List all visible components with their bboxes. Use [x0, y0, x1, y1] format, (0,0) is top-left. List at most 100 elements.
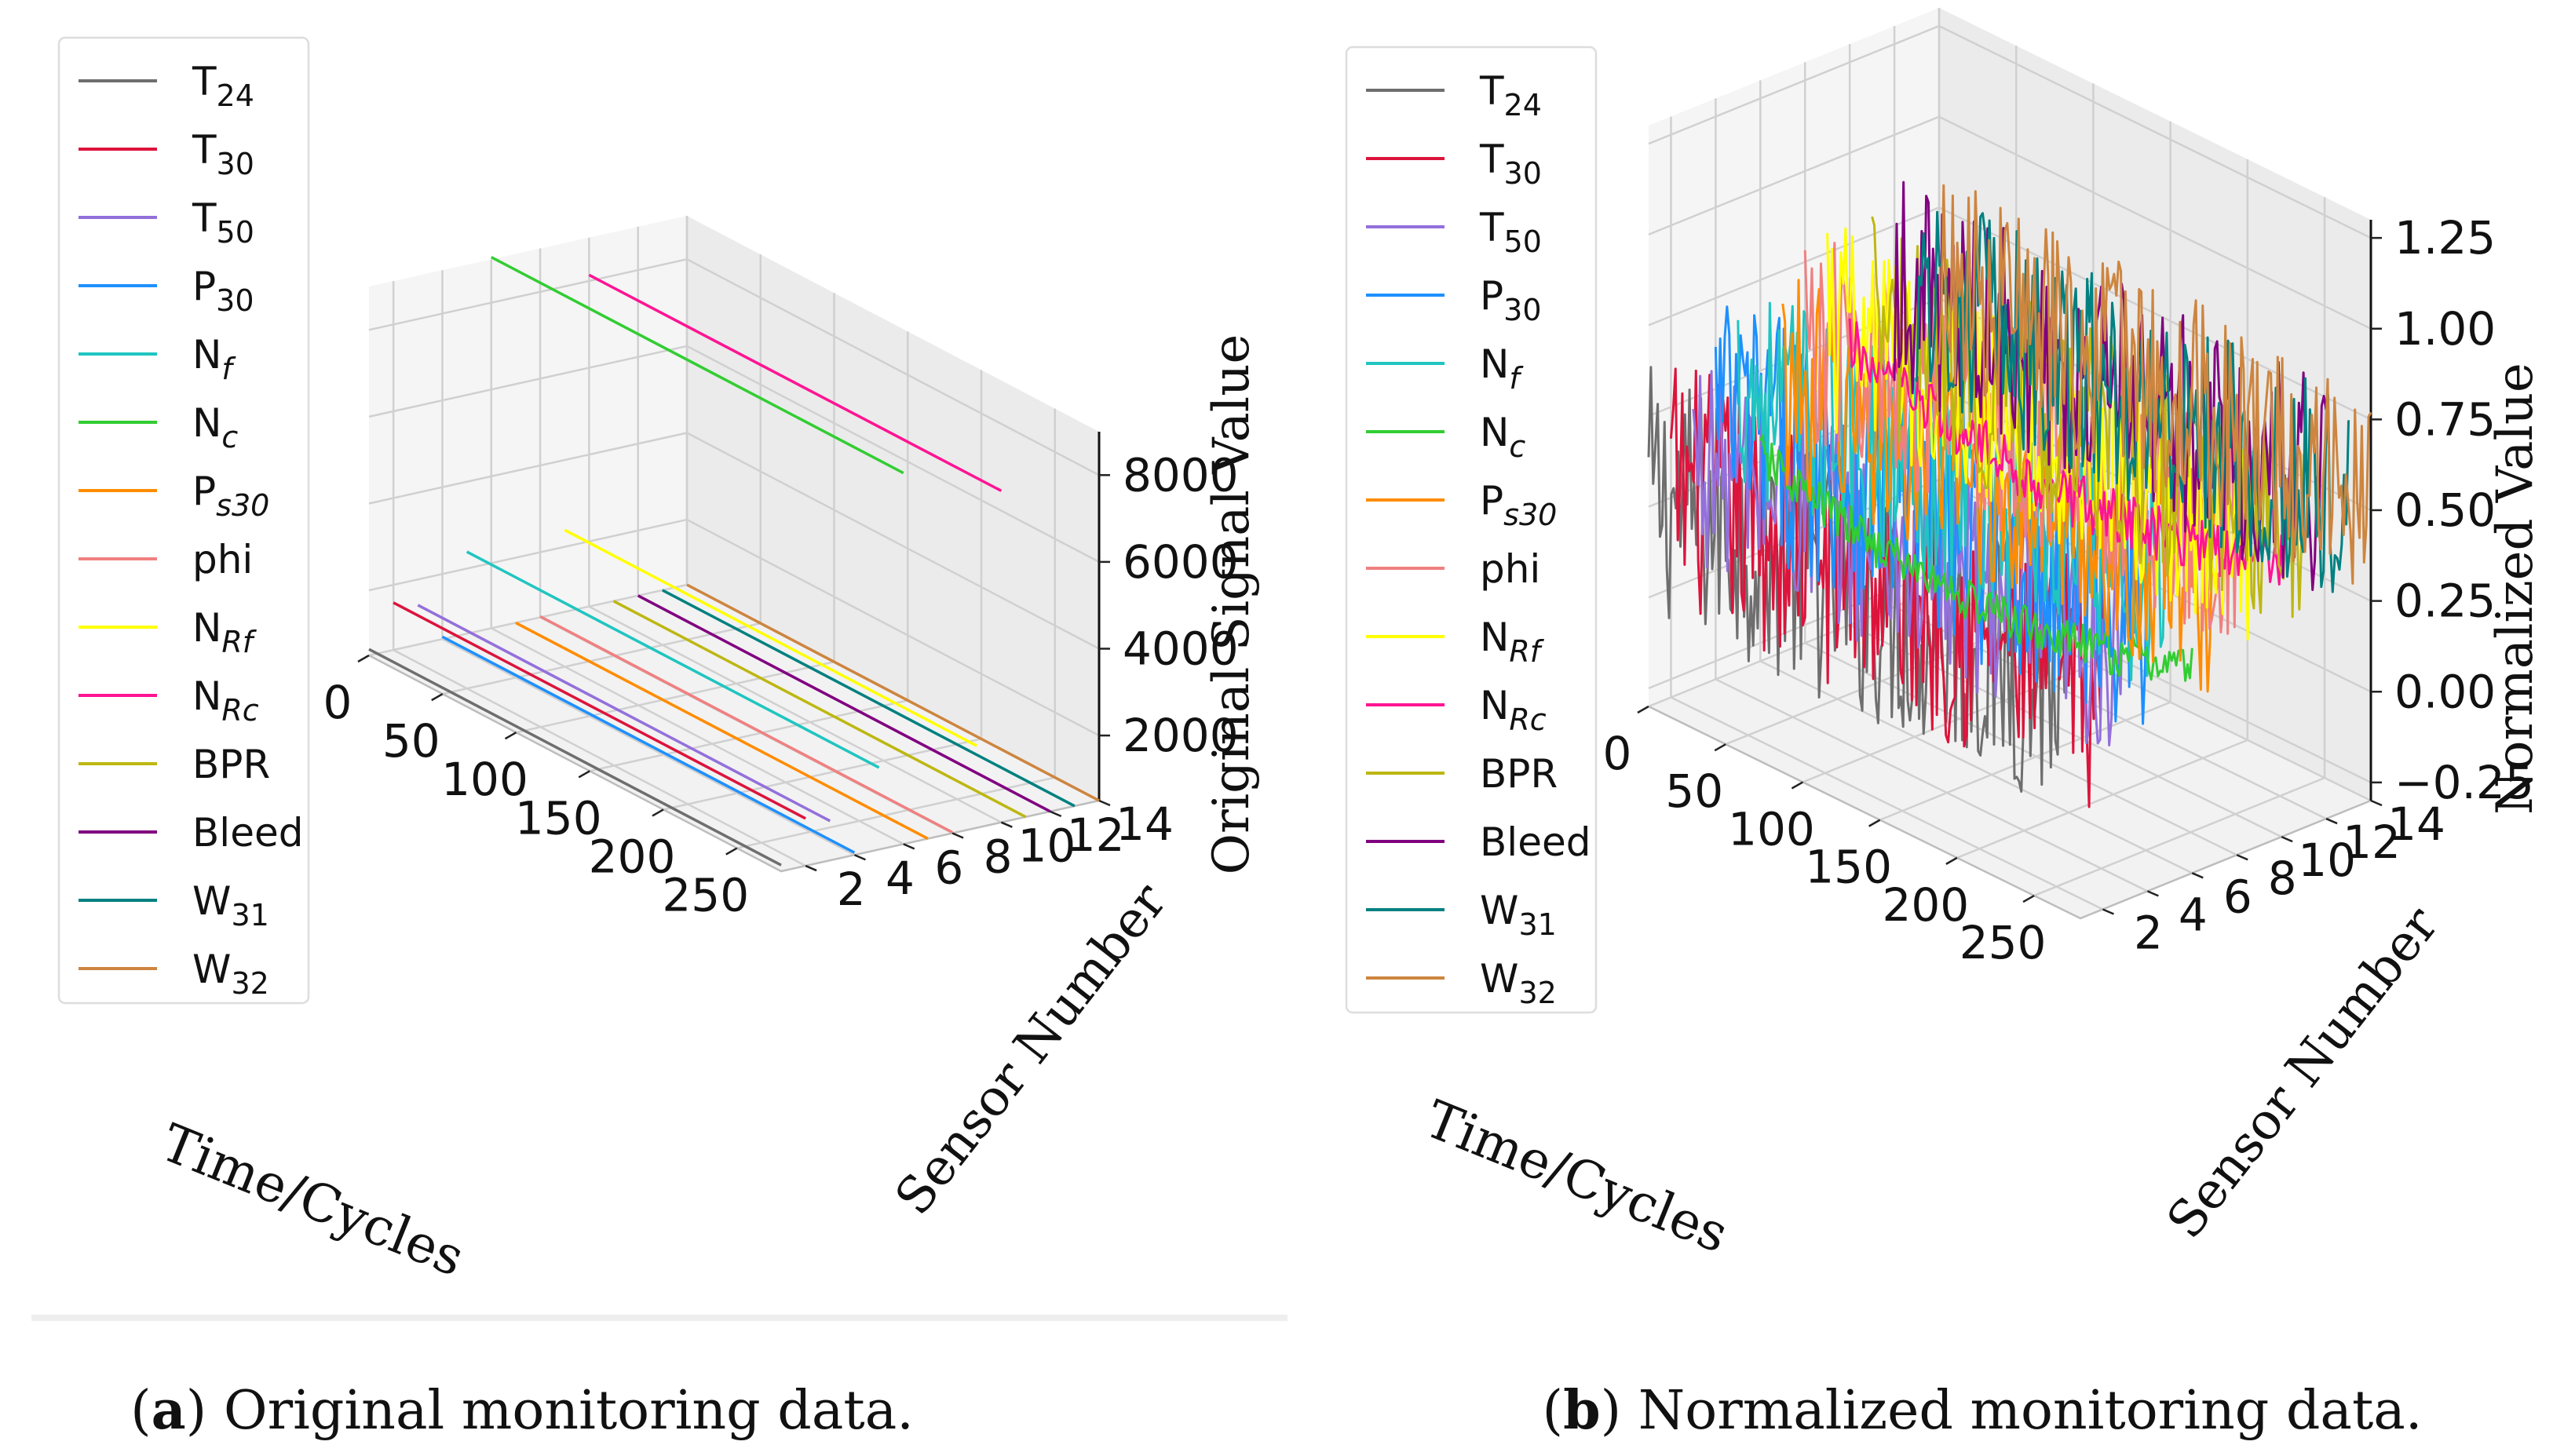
series-line-ps30: [515, 621, 929, 841]
legend-label: phi: [1480, 546, 1540, 592]
grid-line-y: [1670, 116, 2104, 910]
y-tick-mark: [1098, 799, 1111, 807]
x-tick-mark: [357, 654, 370, 663]
legend-base: N: [1480, 410, 1509, 455]
side-pane: [369, 216, 687, 655]
legend-label: T30: [192, 127, 254, 181]
legend-label: Ps30: [1480, 478, 1557, 532]
y-tick-mark: [2325, 817, 2338, 825]
x-tick-label: 250: [1960, 916, 2047, 969]
x-tick-label: 0: [323, 676, 352, 729]
x-tick-mark: [1868, 819, 1881, 827]
y-tick-mark: [2191, 872, 2204, 879]
grid-line-z: [368, 257, 1100, 476]
x-tick-mark: [431, 693, 444, 702]
y-tick-mark: [903, 843, 915, 850]
legend-sub: 50: [1504, 224, 1542, 259]
grid-line-y: [1715, 98, 2148, 892]
grid-line-z: [368, 345, 1100, 563]
z-tick-label: 1.25: [2394, 211, 2496, 265]
legend-label: NRc: [1480, 683, 1547, 737]
legend-label: W31: [1480, 888, 1557, 942]
grid-line-z: [1648, 115, 2372, 330]
grid-line-y: [588, 237, 1002, 823]
legend-label: Bleed: [192, 810, 303, 856]
legend-sub: 30: [1504, 156, 1542, 191]
legend-label: Nc: [1480, 410, 1525, 464]
legend-sub: 30: [1503, 293, 1541, 327]
y-tick-label: 10: [1017, 819, 1076, 873]
z-tick-label: 2000: [1123, 709, 1239, 762]
grid-line-z: [1648, 24, 2372, 239]
caption-label: b: [1563, 1379, 1601, 1442]
z-tick-label: 0.25: [2394, 575, 2496, 628]
x-tick-mark: [2022, 894, 2035, 903]
legend-label: W32: [1480, 956, 1557, 1010]
legend-base: Bleed: [1480, 819, 1591, 865]
axes-panes: [369, 216, 1099, 871]
legend-label: NRc: [192, 673, 259, 728]
z-tick-label: 1.00: [2394, 302, 2496, 356]
series-line-bleed: [637, 594, 1051, 813]
legend-base: BPR: [1480, 751, 1558, 797]
x-tick-label: 50: [1665, 764, 1723, 818]
legend-sub: s30: [216, 488, 269, 523]
caption-text: Original monitoring data.: [224, 1380, 914, 1442]
legend-label: T24: [1479, 68, 1542, 122]
y-tick-label: 8: [2268, 852, 2297, 905]
x-tick-label: 200: [1882, 878, 1969, 932]
legend-label: BPR: [192, 742, 270, 787]
legend-base: N: [192, 673, 221, 719]
legend-base: T: [192, 195, 217, 241]
y-tick-label: 4: [2179, 888, 2208, 941]
legend-base: W: [1480, 888, 1518, 933]
series-line-nrf: [564, 528, 978, 747]
x-tick-mark: [652, 808, 664, 817]
y-tick-label: 8: [984, 830, 1013, 884]
x-tick-label: 0: [1603, 727, 1632, 780]
y-tick-label: 12: [1067, 808, 1125, 862]
series-line-bpr: [612, 600, 1027, 819]
legend-base: T: [192, 59, 217, 104]
series-line-t50: [417, 604, 831, 823]
legend-base: phi: [1480, 546, 1540, 592]
legend: T24T30T50P30NfNcPs30phiNRfNRcBPRBleedW31…: [1345, 46, 1598, 1014]
y-tick-label: 2: [2134, 906, 2163, 959]
legend-label: Ps30: [192, 469, 269, 523]
legend-sub: 31: [1518, 907, 1556, 942]
grid-line-z: [368, 432, 1100, 650]
panel-divider: [31, 1315, 1287, 1321]
legend-sub: s30: [1503, 498, 1557, 532]
axis-edge: [368, 654, 1100, 873]
x-tick-mark: [1714, 743, 1726, 752]
legend-base: W: [192, 878, 231, 924]
x-tick-label: 150: [515, 791, 602, 845]
x-tick-label: 200: [589, 830, 676, 883]
y-tick-mark: [805, 864, 817, 872]
legend-label: T50: [1479, 205, 1542, 259]
legend-sub: 30: [216, 283, 254, 318]
y-tick-mark: [951, 832, 964, 839]
legend-base: N: [192, 400, 221, 446]
legend-label: phi: [192, 537, 253, 582]
series-line-p30: [441, 635, 856, 854]
legend-frame: [1345, 46, 1598, 1014]
x-tick-mark: [504, 732, 517, 740]
series-line-nf: [466, 550, 880, 769]
legend-sub: 24: [1504, 88, 1542, 122]
grid-line-y: [441, 270, 856, 856]
legend-base: T: [1479, 68, 1504, 114]
legend-sub: c: [1509, 429, 1525, 464]
series-line-t30: [1669, 367, 2104, 808]
grid-line-y: [490, 259, 904, 845]
z-tick-label: 8000: [1123, 448, 1239, 502]
x-tick-label: 100: [1728, 802, 1815, 856]
caption-text: Normalized monitoring data.: [1638, 1380, 2423, 1442]
legend-label: NRf: [192, 605, 257, 659]
y-tick-mark: [2370, 799, 2383, 807]
x-tick-mark: [1791, 781, 1804, 790]
x-tick-mark: [578, 770, 590, 779]
series-line-phi: [539, 615, 953, 834]
